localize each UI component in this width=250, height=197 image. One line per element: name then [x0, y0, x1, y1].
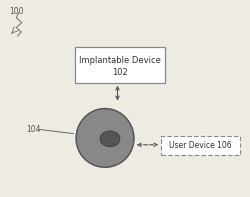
Circle shape: [100, 131, 120, 147]
Polygon shape: [76, 109, 134, 167]
FancyBboxPatch shape: [161, 136, 240, 155]
Text: User Device 106: User Device 106: [169, 141, 232, 150]
FancyBboxPatch shape: [75, 47, 165, 83]
Text: Implantable Device: Implantable Device: [79, 56, 161, 65]
Text: 102: 102: [112, 68, 128, 77]
Text: 100: 100: [9, 7, 23, 16]
Text: 104: 104: [26, 125, 41, 134]
